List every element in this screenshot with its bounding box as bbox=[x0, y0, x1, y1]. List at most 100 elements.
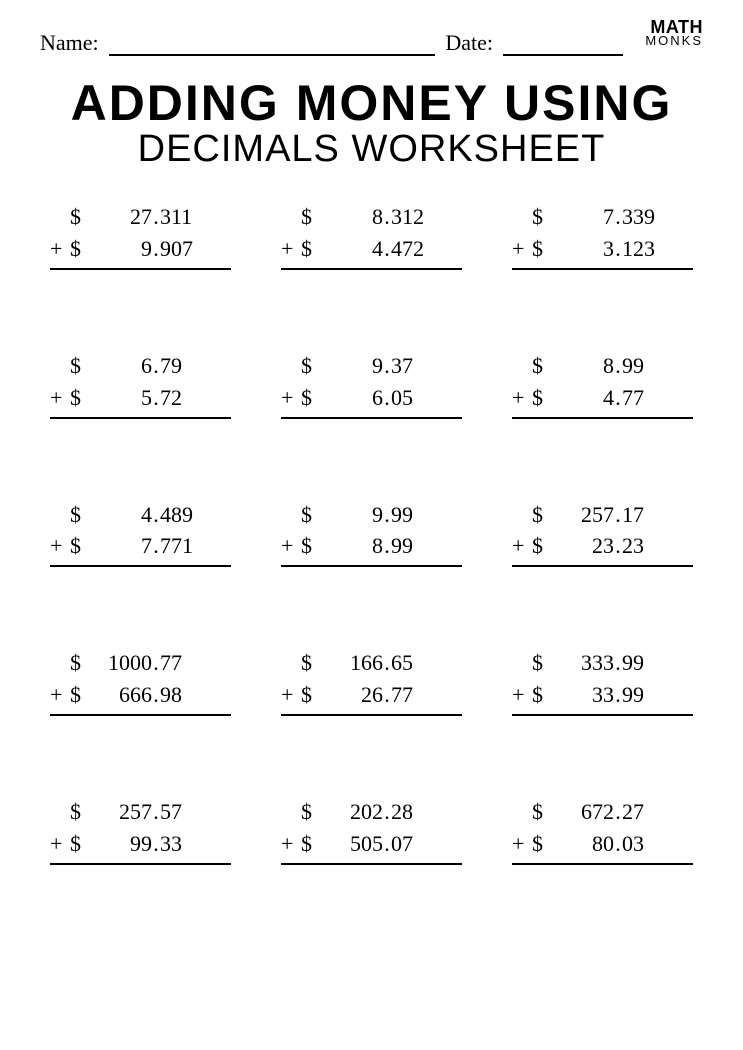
name-input-line[interactable] bbox=[109, 32, 436, 56]
addend-top: $27.311 bbox=[50, 201, 231, 233]
dec-part: 98 bbox=[160, 679, 204, 711]
currency-symbol: $ bbox=[532, 530, 554, 562]
addend-top: $9.37 bbox=[281, 350, 462, 382]
dec-part: 472 bbox=[391, 233, 435, 265]
date-input-line[interactable] bbox=[503, 32, 623, 56]
decimal-point: . bbox=[383, 679, 391, 711]
addend-bottom: +$80.03 bbox=[512, 828, 693, 860]
currency-symbol: $ bbox=[70, 679, 92, 711]
decimal-point: . bbox=[614, 233, 622, 265]
sum-rule bbox=[50, 268, 231, 270]
problem: $1000.77+$666.98 bbox=[50, 647, 231, 716]
problem: $8.99+$4.77 bbox=[512, 350, 693, 419]
logo-line2: MONKS bbox=[645, 35, 703, 46]
decimal-point: . bbox=[383, 796, 391, 828]
int-part: 166 bbox=[323, 647, 383, 679]
currency-symbol: $ bbox=[532, 233, 554, 265]
addend-bottom: +$4.77 bbox=[512, 382, 693, 414]
sum-rule bbox=[281, 714, 462, 716]
dec-part: 03 bbox=[622, 828, 666, 860]
currency-symbol: $ bbox=[301, 530, 323, 562]
currency-symbol: $ bbox=[532, 828, 554, 860]
problem: $202.28+$505.07 bbox=[281, 796, 462, 865]
problem: $9.99+$8.99 bbox=[281, 499, 462, 568]
int-part: 5 bbox=[92, 382, 152, 414]
currency-symbol: $ bbox=[532, 350, 554, 382]
dec-part: 99 bbox=[622, 647, 666, 679]
title-line2: DECIMALS WORKSHEET bbox=[40, 128, 703, 171]
currency-symbol: $ bbox=[532, 499, 554, 531]
addend-top: $333.99 bbox=[512, 647, 693, 679]
addend-top: $8.312 bbox=[281, 201, 462, 233]
addend-bottom: +$3.123 bbox=[512, 233, 693, 265]
dec-part: 05 bbox=[391, 382, 435, 414]
problem: $333.99+$33.99 bbox=[512, 647, 693, 716]
dec-part: 77 bbox=[160, 647, 204, 679]
addend-top: $9.99 bbox=[281, 499, 462, 531]
plus-operator: + bbox=[281, 679, 301, 711]
operator-slot bbox=[512, 201, 532, 233]
decimal-point: . bbox=[614, 828, 622, 860]
brand-logo: MATH MONKS bbox=[645, 20, 703, 46]
problem: $672.27+$80.03 bbox=[512, 796, 693, 865]
addend-bottom: +$666.98 bbox=[50, 679, 231, 711]
decimal-point: . bbox=[614, 679, 622, 711]
dec-part: 312 bbox=[391, 201, 435, 233]
title-line1: ADDING MONEY USING bbox=[40, 74, 703, 132]
plus-operator: + bbox=[281, 382, 301, 414]
sum-rule bbox=[50, 714, 231, 716]
operator-slot bbox=[281, 350, 301, 382]
int-part: 672 bbox=[554, 796, 614, 828]
decimal-point: . bbox=[152, 499, 160, 531]
dec-part: 907 bbox=[160, 233, 204, 265]
plus-operator: + bbox=[512, 679, 532, 711]
plus-operator: + bbox=[50, 530, 70, 562]
decimal-point: . bbox=[383, 201, 391, 233]
operator-slot bbox=[50, 499, 70, 531]
currency-symbol: $ bbox=[532, 201, 554, 233]
sum-rule bbox=[50, 863, 231, 865]
addend-bottom: +$9.907 bbox=[50, 233, 231, 265]
int-part: 9 bbox=[92, 233, 152, 265]
int-part: 3 bbox=[554, 233, 614, 265]
decimal-point: . bbox=[152, 201, 160, 233]
plus-operator: + bbox=[281, 530, 301, 562]
currency-symbol: $ bbox=[70, 201, 92, 233]
decimal-point: . bbox=[614, 382, 622, 414]
operator-slot bbox=[512, 499, 532, 531]
dec-part: 65 bbox=[391, 647, 435, 679]
currency-symbol: $ bbox=[301, 796, 323, 828]
dec-part: 99 bbox=[622, 350, 666, 382]
sum-rule bbox=[512, 565, 693, 567]
plus-operator: + bbox=[281, 233, 301, 265]
currency-symbol: $ bbox=[70, 233, 92, 265]
decimal-point: . bbox=[152, 796, 160, 828]
decimal-point: . bbox=[383, 530, 391, 562]
dec-part: 771 bbox=[160, 530, 204, 562]
plus-operator: + bbox=[512, 530, 532, 562]
dec-part: 489 bbox=[160, 499, 204, 531]
int-part: 99 bbox=[92, 828, 152, 860]
int-part: 9 bbox=[323, 350, 383, 382]
sum-rule bbox=[512, 863, 693, 865]
int-part: 1000 bbox=[92, 647, 152, 679]
sum-rule bbox=[512, 417, 693, 419]
addend-bottom: +$5.72 bbox=[50, 382, 231, 414]
currency-symbol: $ bbox=[70, 647, 92, 679]
int-part: 8 bbox=[554, 350, 614, 382]
dec-part: 28 bbox=[391, 796, 435, 828]
operator-slot bbox=[281, 796, 301, 828]
currency-symbol: $ bbox=[532, 796, 554, 828]
operator-slot bbox=[512, 796, 532, 828]
decimal-point: . bbox=[383, 382, 391, 414]
currency-symbol: $ bbox=[70, 828, 92, 860]
decimal-point: . bbox=[152, 647, 160, 679]
currency-symbol: $ bbox=[301, 647, 323, 679]
dec-part: 57 bbox=[160, 796, 204, 828]
dec-part: 77 bbox=[391, 679, 435, 711]
decimal-point: . bbox=[383, 499, 391, 531]
operator-slot bbox=[50, 201, 70, 233]
sum-rule bbox=[512, 714, 693, 716]
problem: $7.339+$3.123 bbox=[512, 201, 693, 270]
operator-slot bbox=[50, 647, 70, 679]
